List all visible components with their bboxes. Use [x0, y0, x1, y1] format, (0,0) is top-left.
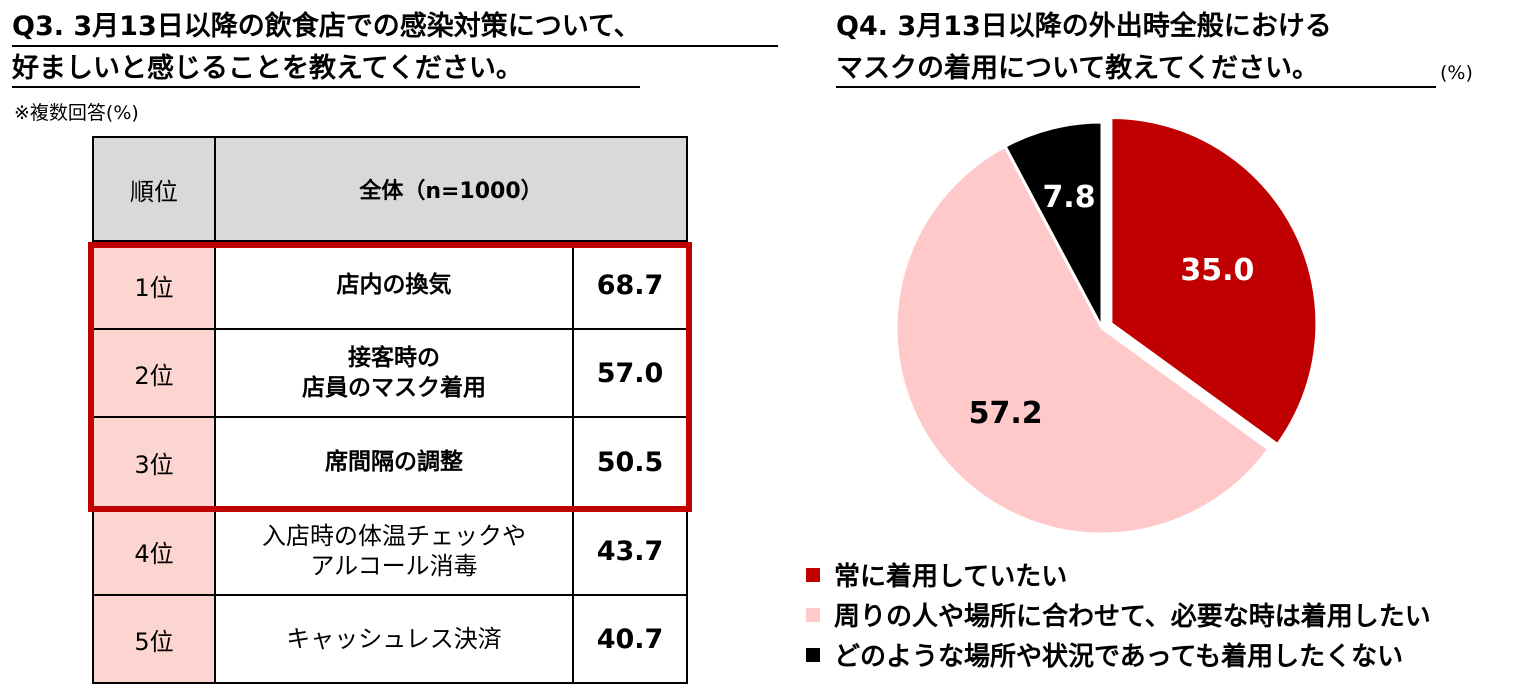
item-label-line1: 接客時の	[348, 345, 440, 371]
value-label: 43.7	[596, 535, 664, 567]
legend-item: 周りの人や場所に合わせて、必要な時は着用したい	[806, 596, 1431, 633]
table-row-value: 50.5	[572, 416, 688, 508]
table-row-item: キャッシュレス決済	[214, 594, 574, 684]
value-label: 40.7	[596, 623, 664, 655]
value-label: 57.0	[596, 357, 664, 389]
rank-label: 4位	[134, 539, 174, 568]
table-row-rank: 3位	[92, 416, 216, 508]
rank-label: 2位	[134, 361, 174, 390]
q3-title-line2: 好ましいと感じることを教えてください。	[12, 53, 523, 84]
table-row-value: 43.7	[572, 506, 688, 596]
item-label-line2: アルコール消毒	[310, 552, 478, 580]
item-label: キャッシュレス決済	[286, 625, 502, 653]
unit-label: (%)	[1440, 62, 1473, 84]
legend-label: どのような場所や状況であっても着用したくない	[834, 642, 1404, 672]
pie-slice-2	[1003, 120, 1104, 329]
pie-data-label-2: 7.8	[1042, 180, 1095, 215]
table-row-value: 57.0	[572, 328, 688, 418]
table-row-value: 68.7	[572, 240, 688, 330]
rank-label: 1位	[134, 273, 174, 302]
q4-title-line2: マスクの着用について教えてください。	[836, 53, 1320, 84]
pie-data-label-0: 35.0	[1180, 253, 1254, 288]
table-row-rank: 4位	[92, 506, 216, 596]
rank-label: 5位	[134, 627, 174, 656]
header-rank-cell: 順位	[92, 136, 216, 242]
table-row-rank: 5位	[92, 594, 216, 684]
q3-title-underline1	[12, 45, 778, 47]
table-row-item: 席間隔の調整	[214, 416, 574, 508]
q4-title-underline	[836, 86, 1436, 88]
pie-slice-1	[894, 144, 1271, 536]
q4-title-line1: Q4. 3月13日以降の外出時全般における	[836, 11, 1332, 42]
item-label-line1: 入店時の体温チェックや	[262, 522, 526, 550]
header-all-label: 全体（n=1000）	[359, 179, 543, 204]
item-label: 席間隔の調整	[325, 449, 463, 475]
table-row-value: 40.7	[572, 594, 688, 684]
pie-slice-0	[1109, 115, 1319, 447]
legend-swatch	[806, 567, 820, 582]
table-row-item: 店内の換気	[214, 240, 574, 330]
multiple-answer-note: ※複数回答(%)	[14, 102, 139, 124]
header-all-cell: 全体（n=1000）	[214, 136, 688, 242]
header-rank-label: 順位	[130, 177, 178, 206]
table-row-item: 接客時の 店員のマスク着用	[214, 328, 574, 418]
mask-pie-chart: 35.0 57.2 7.8	[894, 115, 1319, 536]
legend-label: 周りの人や場所に合わせて、必要な時は着用したい	[834, 602, 1431, 632]
table-row-rank: 2位	[92, 328, 216, 418]
q3-title-line1: Q3. 3月13日以降の飲食店での感染対策について、	[12, 11, 641, 42]
legend-swatch	[806, 607, 820, 622]
rank-label: 3位	[134, 450, 174, 479]
item-label-line2: 店員のマスク着用	[302, 375, 486, 401]
value-label: 50.5	[596, 446, 664, 478]
q3-title-underline2	[12, 86, 640, 88]
item-label: 店内の換気	[336, 272, 452, 298]
legend-label: 常に着用していたい	[834, 562, 1068, 592]
legend-item: 常に着用していたい	[806, 556, 1067, 593]
legend-item: どのような場所や状況であっても着用したくない	[806, 636, 1403, 673]
table-row-item: 入店時の体温チェックや アルコール消毒	[214, 506, 574, 596]
legend-swatch	[806, 647, 820, 662]
pie-data-label-1: 57.2	[969, 396, 1043, 431]
value-label: 68.7	[596, 269, 664, 301]
table-row-rank: 1位	[92, 240, 216, 330]
